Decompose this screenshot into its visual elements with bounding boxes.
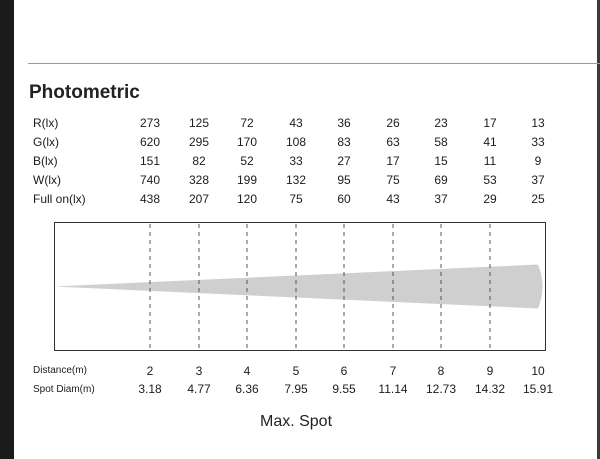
distance-value: 8 <box>437 364 445 378</box>
table-cell: 273 <box>139 116 161 130</box>
page-title: Photometric <box>29 82 140 103</box>
table-cell: 82 <box>192 154 206 168</box>
table-cell: 37 <box>531 173 545 187</box>
table-cell: 170 <box>236 135 258 149</box>
distance-value: 2 <box>146 364 154 378</box>
table-cell: 58 <box>434 135 448 149</box>
table-cell: 83 <box>337 135 351 149</box>
spot-diam-value: 12.73 <box>425 382 457 396</box>
distance-value: 4 <box>243 364 251 378</box>
table-cell: 125 <box>188 116 210 130</box>
row-label-g: G(lx) <box>33 135 59 149</box>
table-cell: 17 <box>386 154 400 168</box>
spot-diam-value: 15.91 <box>522 382 554 396</box>
table-cell: 23 <box>434 116 448 130</box>
spot-diam-value: 7.95 <box>284 382 308 396</box>
table-cell: 37 <box>434 192 448 206</box>
table-cell: 43 <box>386 192 400 206</box>
table-cell: 27 <box>337 154 351 168</box>
table-cell: 63 <box>386 135 400 149</box>
table-cell: 13 <box>531 116 545 130</box>
table-cell: 69 <box>434 173 448 187</box>
table-cell: 72 <box>240 116 254 130</box>
beam-cone <box>54 264 543 309</box>
table-cell: 53 <box>483 173 497 187</box>
table-cell: 740 <box>139 173 161 187</box>
table-cell: 207 <box>188 192 210 206</box>
distance-label: Distance(m) <box>33 365 87 376</box>
table-cell: 75 <box>289 192 303 206</box>
spot-diam-label: Spot Diam(m) <box>33 384 95 395</box>
diagram-caption: Max. Spot <box>259 413 333 430</box>
table-cell: 52 <box>240 154 254 168</box>
table-cell: 295 <box>188 135 210 149</box>
distance-value: 6 <box>340 364 348 378</box>
table-cell: 199 <box>236 173 258 187</box>
table-cell: 11 <box>483 154 497 168</box>
table-cell: 328 <box>188 173 210 187</box>
left-edge-bar <box>0 0 14 459</box>
spot-diam-value: 11.14 <box>378 382 408 396</box>
table-cell: 29 <box>483 192 497 206</box>
row-label-full-on: Full on(lx) <box>33 192 86 206</box>
spot-diam-value: 4.77 <box>187 382 211 396</box>
spot-diam-value: 14.32 <box>474 382 506 396</box>
table-cell: 108 <box>285 135 307 149</box>
table-cell: 132 <box>285 173 307 187</box>
top-divider <box>28 63 600 64</box>
table-cell: 75 <box>386 173 400 187</box>
distance-value: 10 <box>531 364 545 378</box>
table-cell: 9 <box>534 154 542 168</box>
table-cell: 43 <box>289 116 303 130</box>
table-cell: 15 <box>434 154 448 168</box>
distance-value: 3 <box>195 364 203 378</box>
row-label-b: B(lx) <box>33 154 58 168</box>
distance-guides <box>149 224 491 349</box>
spot-diam-value: 3.18 <box>138 382 162 396</box>
distance-value: 7 <box>389 364 397 378</box>
table-cell: 26 <box>386 116 400 130</box>
beam-diagram <box>54 224 543 349</box>
table-cell: 438 <box>139 192 161 206</box>
table-cell: 120 <box>236 192 258 206</box>
table-cell: 620 <box>139 135 161 149</box>
row-label-w: W(lx) <box>33 173 61 187</box>
table-cell: 17 <box>483 116 497 130</box>
table-cell: 151 <box>139 154 161 168</box>
right-edge-strip <box>597 0 600 459</box>
table-cell: 33 <box>531 135 545 149</box>
distance-value: 5 <box>292 364 300 378</box>
table-cell: 95 <box>337 173 351 187</box>
distance-value: 9 <box>486 364 494 378</box>
spot-diam-value: 9.55 <box>332 382 356 396</box>
table-cell: 41 <box>483 135 497 149</box>
table-cell: 33 <box>289 154 303 168</box>
row-label-r: R(lx) <box>33 116 59 130</box>
spot-diam-value: 6.36 <box>235 382 259 396</box>
table-cell: 25 <box>531 192 545 206</box>
table-cell: 36 <box>337 116 351 130</box>
table-cell: 60 <box>337 192 351 206</box>
